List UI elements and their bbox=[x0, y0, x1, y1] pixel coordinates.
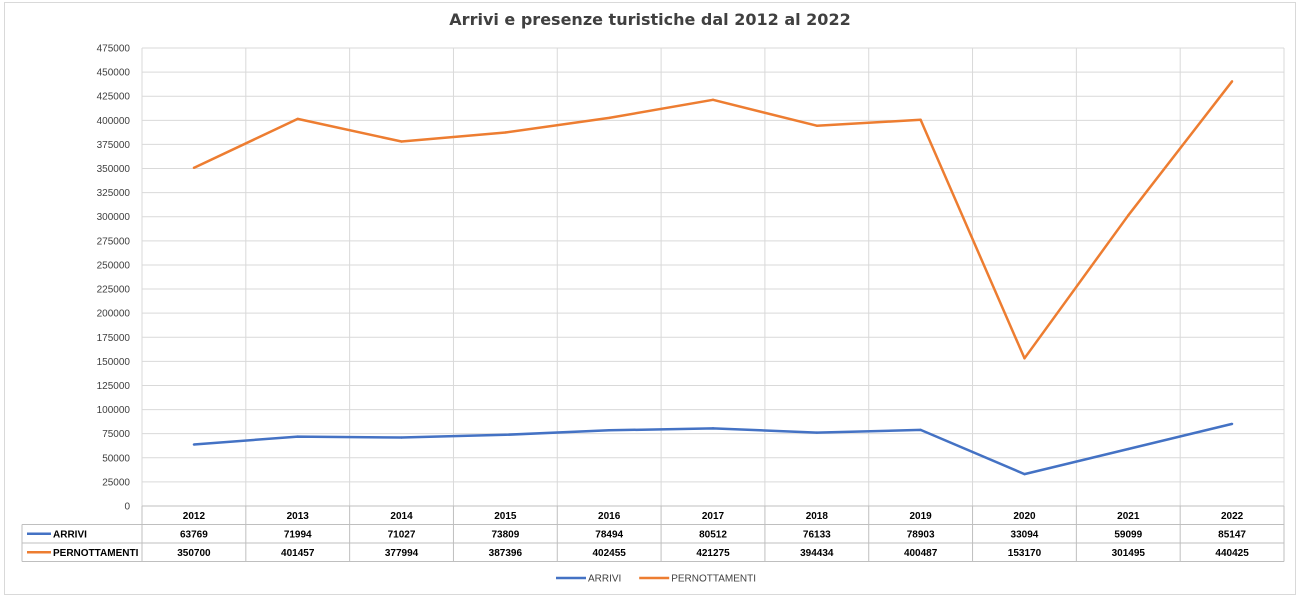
data-point bbox=[1023, 357, 1026, 360]
data-point bbox=[919, 428, 922, 432]
table-series-label: PERNOTTAMENTI bbox=[53, 548, 139, 559]
data-point bbox=[815, 431, 819, 434]
x-tick-label: 2013 bbox=[287, 511, 310, 522]
x-tick-label: 2014 bbox=[390, 511, 413, 522]
data-table-value: 33094 bbox=[1011, 529, 1039, 540]
data-point bbox=[296, 435, 299, 438]
data-table-value: 76133 bbox=[803, 529, 831, 540]
data-table-value: 387396 bbox=[489, 548, 523, 559]
y-tick-label: 125000 bbox=[97, 381, 131, 392]
y-tick-label: 275000 bbox=[97, 236, 131, 247]
data-table-value: 440425 bbox=[1215, 548, 1249, 559]
data-point bbox=[1127, 447, 1130, 451]
data-table-value: 80512 bbox=[699, 529, 727, 540]
data-point bbox=[192, 443, 196, 446]
data-table-value: 63769 bbox=[180, 529, 208, 540]
x-tick-label: 2015 bbox=[494, 511, 517, 522]
data-point bbox=[1023, 472, 1026, 476]
data-point bbox=[711, 98, 715, 102]
data-table-value: 59099 bbox=[1114, 529, 1142, 540]
data-table-value: 350700 bbox=[177, 548, 211, 559]
x-tick-label: 2016 bbox=[598, 511, 621, 522]
x-tick-label: 2020 bbox=[1013, 511, 1036, 522]
data-table-value: 85147 bbox=[1218, 529, 1246, 540]
y-tick-label: 0 bbox=[124, 502, 130, 513]
data-table-value: 153170 bbox=[1008, 548, 1042, 559]
y-tick-label: 25000 bbox=[102, 477, 130, 488]
legend-label: PERNOTTAMENTI bbox=[671, 574, 756, 585]
data-table-value: 394434 bbox=[800, 548, 834, 559]
data-point bbox=[1230, 422, 1234, 426]
table-series-label: ARRIVI bbox=[53, 529, 87, 540]
chart-title: Arrivi e presenze turistiche dal 2012 al… bbox=[449, 10, 851, 29]
data-point bbox=[504, 433, 507, 437]
data-point bbox=[607, 429, 611, 432]
x-tick-label: 2021 bbox=[1117, 511, 1140, 522]
x-tick-label: 2017 bbox=[702, 511, 725, 522]
data-table-value: 421275 bbox=[696, 548, 730, 559]
legend-label: ARRIVI bbox=[588, 574, 621, 585]
data-table-value: 402455 bbox=[592, 548, 626, 559]
data-point bbox=[504, 131, 507, 134]
y-tick-label: 400000 bbox=[97, 116, 131, 127]
data-table-value: 78903 bbox=[907, 529, 935, 540]
y-tick-label: 300000 bbox=[97, 212, 131, 223]
y-tick-label: 200000 bbox=[97, 309, 131, 320]
y-tick-label: 425000 bbox=[97, 92, 131, 103]
data-table-value: 71027 bbox=[388, 529, 416, 540]
y-tick-label: 50000 bbox=[102, 453, 130, 464]
data-point bbox=[815, 124, 819, 127]
data-point bbox=[296, 117, 299, 121]
data-table-value: 401457 bbox=[281, 548, 315, 559]
y-tick-label: 100000 bbox=[97, 405, 131, 416]
data-point bbox=[711, 427, 715, 430]
x-tick-label: 2019 bbox=[910, 511, 933, 522]
y-tick-label: 350000 bbox=[97, 164, 131, 175]
y-tick-label: 375000 bbox=[97, 140, 131, 151]
data-table-value: 377994 bbox=[385, 548, 419, 559]
y-tick-label: 175000 bbox=[97, 333, 131, 344]
data-table-value: 71994 bbox=[284, 529, 312, 540]
x-tick-label: 2022 bbox=[1221, 511, 1244, 522]
chart-frame bbox=[4, 2, 1296, 595]
y-tick-label: 75000 bbox=[102, 429, 130, 440]
data-point bbox=[192, 166, 196, 170]
data-table-value: 73809 bbox=[491, 529, 519, 540]
data-point bbox=[1127, 214, 1130, 217]
x-tick-label: 2018 bbox=[806, 511, 829, 522]
data-point bbox=[400, 436, 403, 439]
y-tick-label: 325000 bbox=[97, 188, 131, 199]
data-table-value: 301495 bbox=[1112, 548, 1146, 559]
y-tick-label: 450000 bbox=[97, 68, 131, 79]
data-point bbox=[1230, 80, 1234, 83]
x-tick-label: 2012 bbox=[183, 511, 206, 522]
data-table-value: 400487 bbox=[904, 548, 938, 559]
data-table-value: 78494 bbox=[595, 529, 623, 540]
data-point bbox=[919, 118, 922, 122]
y-tick-label: 250000 bbox=[97, 260, 131, 271]
data-point bbox=[607, 116, 611, 120]
y-tick-label: 475000 bbox=[97, 44, 131, 55]
y-tick-label: 150000 bbox=[97, 357, 131, 368]
data-point bbox=[400, 140, 403, 143]
y-tick-label: 225000 bbox=[97, 285, 131, 296]
